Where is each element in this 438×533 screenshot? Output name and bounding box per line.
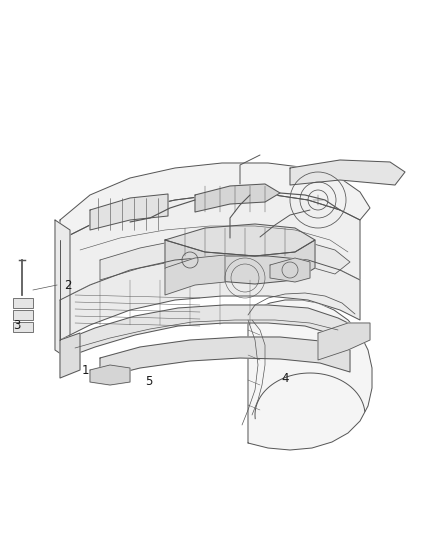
Text: 3: 3 <box>13 319 20 332</box>
Bar <box>13 322 33 332</box>
Polygon shape <box>60 194 360 300</box>
Polygon shape <box>65 305 358 358</box>
Polygon shape <box>90 194 168 230</box>
Polygon shape <box>248 300 372 450</box>
Polygon shape <box>165 224 315 256</box>
Polygon shape <box>60 163 370 240</box>
Polygon shape <box>90 365 130 385</box>
Polygon shape <box>318 323 370 360</box>
Polygon shape <box>270 258 310 282</box>
Text: 2: 2 <box>64 279 72 292</box>
Polygon shape <box>100 337 350 378</box>
Bar <box>13 298 33 308</box>
Polygon shape <box>195 184 280 212</box>
Polygon shape <box>165 240 315 284</box>
Bar <box>13 310 33 320</box>
Polygon shape <box>165 255 225 295</box>
Text: 1: 1 <box>81 364 89 377</box>
Polygon shape <box>55 220 70 360</box>
Polygon shape <box>60 333 80 378</box>
Text: 5: 5 <box>145 375 152 387</box>
Text: 4: 4 <box>281 372 289 385</box>
Polygon shape <box>100 236 350 280</box>
Polygon shape <box>290 160 405 185</box>
Polygon shape <box>60 256 360 340</box>
